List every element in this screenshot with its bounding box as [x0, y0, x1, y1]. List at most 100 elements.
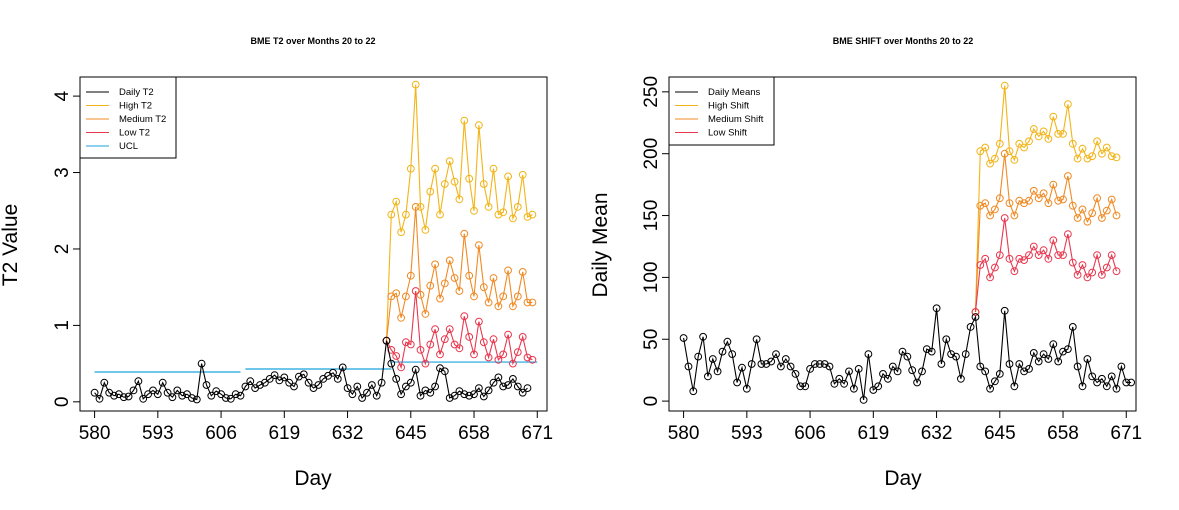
shift-data-point [981, 254, 990, 263]
t2-data-point [475, 317, 483, 326]
t2-y-tick-label: 4 [52, 90, 73, 101]
t2-data-point [445, 394, 454, 402]
t2-data-point [261, 378, 269, 387]
t2-y-tick-label: 0 [52, 397, 73, 408]
t2-data-point [475, 241, 483, 250]
shift-data-point [1049, 340, 1058, 349]
shift-x-tick-label: 580 [668, 423, 700, 444]
shift-data-point [991, 263, 999, 272]
shift-x-axis-label: Day [884, 467, 922, 490]
t2-data-point [465, 391, 474, 400]
t2-data-point [440, 279, 449, 288]
shift-data-point [1010, 382, 1019, 391]
t2-data-point [402, 382, 410, 391]
shift-data-point [1010, 211, 1019, 220]
t2-data-point [523, 298, 532, 307]
shift-data-point [752, 335, 761, 344]
shift-data-point [995, 370, 1004, 378]
t2-chart-title: BME T2 over Months 20 to 22 [250, 36, 375, 46]
t2-data-point [518, 170, 527, 179]
shift-data-point [1020, 367, 1028, 376]
t2-data-point [436, 210, 444, 219]
shift-x-tick-label: 606 [794, 423, 826, 444]
t2-data-point [110, 391, 118, 400]
shift-data-point [986, 384, 994, 393]
t2-data-point [460, 312, 469, 321]
t2-data-point [475, 384, 483, 393]
shift-chart-title: BME SHIFT over Months 20 to 22 [833, 36, 974, 46]
shift-data-point [976, 261, 985, 269]
t2-legend-item: Daily T2 [86, 87, 154, 98]
shift-data-point [1083, 217, 1092, 226]
t2-data-point [368, 381, 376, 389]
t2-data-point [402, 292, 410, 301]
t2-data-point [183, 390, 191, 399]
shift-x-ticks: 580 593 606 619 632 645 658 671 [668, 410, 1142, 444]
t2-data-point [173, 386, 182, 395]
shift-data-point [854, 365, 863, 373]
t2-data-point [431, 260, 440, 269]
shift-series-line [974, 85, 1117, 313]
shift-data-point [835, 374, 844, 383]
shift-data-point [738, 363, 746, 372]
shift-data-point [1034, 194, 1043, 203]
shift-data-point [1078, 382, 1087, 391]
t2-data-point [406, 340, 415, 349]
t2-y-tick-label: 2 [52, 244, 73, 255]
t2-data-point [475, 121, 483, 130]
shift-data-point [1005, 360, 1014, 368]
t2-legend-label: Daily T2 [119, 87, 154, 98]
t2-data-point [192, 395, 201, 404]
shift-data-point [767, 357, 776, 366]
shift-data-point [1117, 362, 1126, 371]
t2-data-point [144, 390, 153, 399]
shift-data-point [806, 365, 814, 373]
t2-data-point [489, 378, 498, 387]
shift-data-point [1029, 349, 1038, 357]
shift-data-point [742, 384, 751, 393]
t2-data-point [290, 382, 298, 391]
shift-data-point [1010, 156, 1019, 164]
t2-data-point [460, 390, 469, 399]
t2-data-point [426, 281, 435, 290]
shift-data-point [1049, 236, 1058, 245]
t2-data-point [450, 274, 459, 282]
shift-data-point [845, 367, 853, 376]
shift-data-point [1102, 143, 1111, 152]
shift-data-point [1064, 230, 1072, 239]
shift-data-point [893, 367, 902, 376]
shift-data-point [1107, 195, 1116, 204]
t2-data-point [484, 298, 493, 307]
shift-data-point [1054, 196, 1063, 205]
t2-x-tick-label: 619 [268, 423, 300, 444]
t2-data-point [353, 382, 362, 391]
t2-data-point [90, 388, 99, 397]
t2-data-point [426, 340, 435, 349]
t2-data-point [504, 330, 513, 339]
shift-data-point [1093, 378, 1101, 387]
t2-plot-frame [79, 76, 548, 412]
shift-data-point [1098, 214, 1106, 222]
shift-x-tick-label: 671 [1110, 423, 1142, 444]
shift-series-medium-shift [971, 149, 1121, 316]
shift-data-point [1000, 149, 1009, 158]
t2-data-point [285, 378, 294, 387]
t2-x-ticks: 580 593 606 619 632 645 658 671 [79, 410, 553, 444]
t2-data-point [494, 355, 503, 364]
shift-data-point [932, 304, 941, 313]
t2-data-point [499, 292, 508, 301]
t2-data-point [431, 325, 440, 334]
shift-data-point [679, 334, 688, 342]
shift-data-point [995, 139, 1004, 148]
shift-data-point [986, 159, 994, 168]
t2-data-point [436, 294, 444, 303]
shift-data-point [991, 154, 999, 163]
t2-data-point [416, 391, 425, 400]
shift-data-point [1044, 135, 1053, 143]
shift-data-point [1034, 357, 1043, 366]
shift-data-point [1044, 254, 1053, 263]
t2-data-point [333, 375, 342, 383]
shift-data-point [1083, 273, 1092, 282]
t2-data-point [479, 283, 488, 292]
